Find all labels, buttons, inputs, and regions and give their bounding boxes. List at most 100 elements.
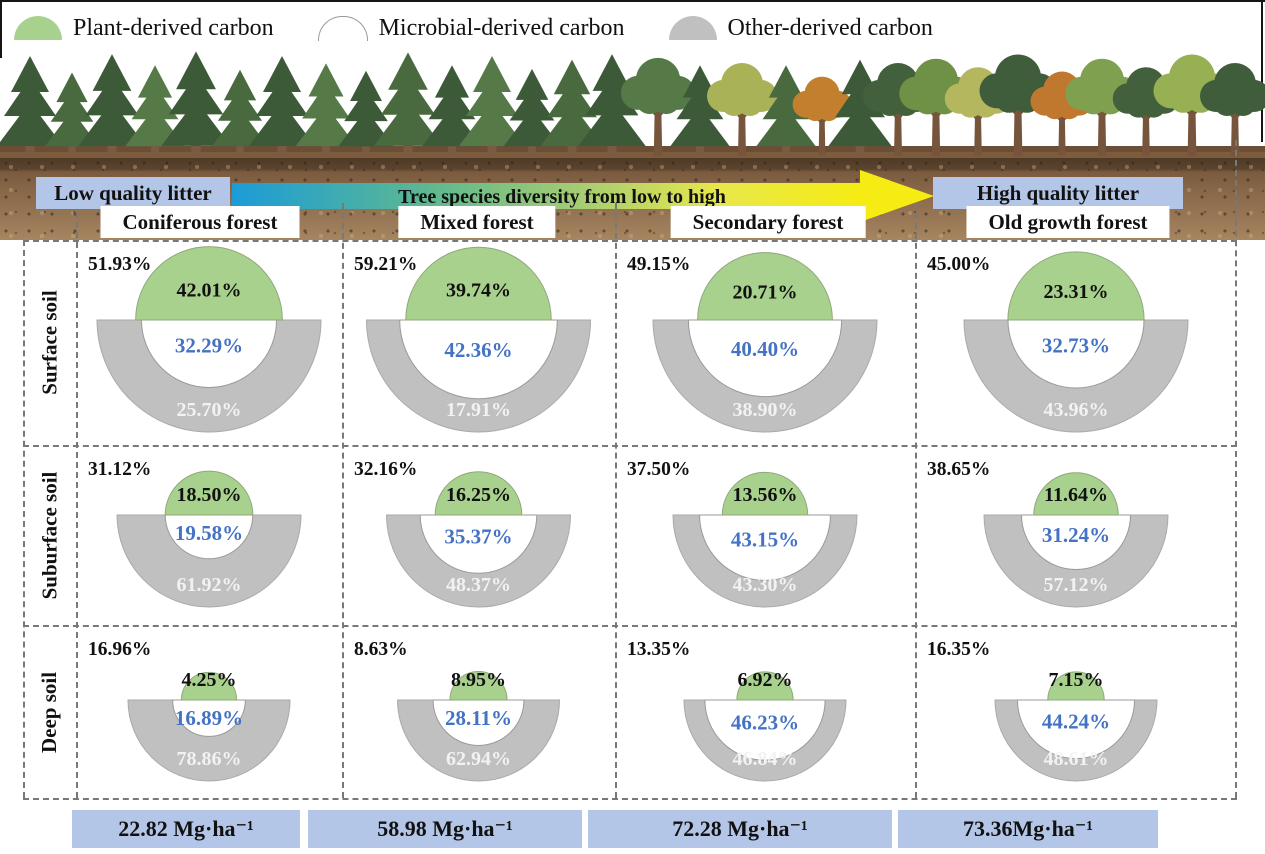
microbial-semicircle <box>1016 699 1136 759</box>
plant-semicircle <box>449 671 508 701</box>
grid-line-col1 <box>342 203 344 798</box>
plant-semicircle <box>405 246 552 321</box>
other-share-label: 46.84% <box>733 748 798 770</box>
column-total-old-growth: 73.36Mg·ha⁻¹ <box>898 810 1158 848</box>
microbial-semicircle <box>172 699 246 737</box>
grid-line-col3 <box>915 203 917 798</box>
grid-line-left <box>23 240 25 798</box>
microbial-share-label: 42.36% <box>444 338 512 362</box>
figure-right-border <box>1261 0 1263 142</box>
plant-share-label: 6.92% <box>738 669 793 691</box>
plant-semicircle <box>180 671 238 701</box>
legend-label: Microbial-derived carbon <box>378 14 625 41</box>
soc-share-label: 16.96% <box>88 639 151 660</box>
plant-share-label: 7.15% <box>1049 669 1104 691</box>
legend-item-plant: Plant-derived carbon <box>14 15 274 42</box>
microbial-share-label: 28.11% <box>445 706 512 730</box>
microbial-share-label: 46.23% <box>731 710 799 734</box>
soc-share-label: 8.63% <box>354 639 408 660</box>
plant-share-label: 13.56% <box>733 484 798 506</box>
chart-cell-1-2: 37.50% 13.56% 43.15% 43.30% <box>615 445 915 625</box>
grid-line-col2 <box>615 203 617 798</box>
soc-share-label: 49.15% <box>627 254 690 275</box>
row-label-deep-soil: Deep soil <box>25 625 75 800</box>
microbial-semicircle <box>140 319 278 388</box>
chart-cell-2-3: 16.35% 7.15% 44.24% 48.61% <box>915 625 1237 800</box>
row-label-surface-soil: Surface soil <box>25 240 75 445</box>
microbial-share-label: 44.24% <box>1042 710 1110 734</box>
chart-cell-0-2: 49.15% 20.71% 40.40% 38.90% <box>615 240 915 445</box>
high-quality-litter-label: High quality litter <box>933 177 1183 209</box>
chart-cell-1-3: 38.65% 11.64% 31.24% 57.12% <box>915 445 1237 625</box>
soc-share-label: 59.21% <box>354 254 417 275</box>
microbial-semicircle <box>164 514 254 560</box>
plant-share-label: 16.25% <box>446 484 511 506</box>
plant-share-label: 18.50% <box>177 484 242 506</box>
high-quality-litter-text: High quality litter <box>976 180 1140 205</box>
chart-cell-0-1: 59.21% 39.74% 42.36% 17.91% <box>342 240 615 445</box>
microbial-share-label: 32.29% <box>175 333 243 357</box>
chart-cell-0-3: 45.00% 23.31% 32.73% 43.96% <box>915 240 1237 445</box>
other-share-label: 61.92% <box>177 574 242 596</box>
microbial-semicircle-icon <box>317 15 368 41</box>
chart-cell-1-0: 31.12% 18.50% 19.58% 61.92% <box>76 445 342 625</box>
microbial-semicircle <box>419 514 538 574</box>
microbial-share-label: 35.37% <box>444 524 512 548</box>
microbial-share-label: 19.58% <box>175 521 243 545</box>
legend-label: Plant-derived carbon <box>73 14 274 41</box>
soc-share-label: 45.00% <box>927 254 990 275</box>
row-label-text: Deep soil <box>37 671 62 754</box>
microbial-share-label: 40.40% <box>731 337 799 361</box>
microbial-share-label: 32.73% <box>1042 334 1110 358</box>
other-share-label: 48.61% <box>1044 748 1109 770</box>
arrow-label: Tree species diversity from low to high <box>398 186 726 208</box>
arrow-head <box>860 170 934 222</box>
microbial-semicircle <box>1007 319 1145 389</box>
soc-share-label: 32.16% <box>354 459 417 480</box>
plant-semicircle-icon <box>14 16 62 40</box>
legend: Plant-derived carbon Microbial-derived c… <box>14 7 933 49</box>
row-label-subsurface-soil: Suburface soil <box>25 445 75 625</box>
chart-cell-1-1: 32.16% 16.25% 35.37% 48.37% <box>342 445 615 625</box>
microbial-semicircle <box>1020 514 1132 571</box>
diversity-gradient-arrow: Tree species diversity from low to high <box>232 170 934 222</box>
other-semicircle-icon <box>668 16 717 40</box>
plant-share-label: 4.25% <box>182 669 237 691</box>
soc-share-label: 51.93% <box>88 254 151 275</box>
grid-line-bottom <box>23 798 1237 800</box>
microbial-semicircle <box>699 514 831 581</box>
other-semicircle <box>116 514 302 608</box>
forest-floor-light <box>0 152 1265 158</box>
low-quality-litter-label: Low quality litter <box>36 177 230 209</box>
column-header-coniferous: Coniferous forest <box>100 206 300 238</box>
soc-share-label: 38.65% <box>927 459 990 480</box>
microbial-semicircle <box>432 699 525 746</box>
other-share-label: 17.91% <box>446 399 511 421</box>
legend-label: Other-derived carbon <box>727 14 933 41</box>
column-total-mixed: 58.98 Mg·ha⁻¹ <box>308 810 582 848</box>
other-share-label: 78.86% <box>177 748 242 770</box>
microbial-share-label: 31.24% <box>1042 523 1110 547</box>
plant-semicircle <box>697 252 833 321</box>
figure-left-border <box>0 0 2 58</box>
row-label-text: Suburface soil <box>37 471 62 599</box>
microbial-semicircle <box>687 319 843 398</box>
low-quality-litter-text: Low quality litter <box>54 180 212 205</box>
other-semicircle <box>127 699 291 782</box>
column-total-coniferous: 22.82 Mg·ha⁻¹ <box>72 810 300 848</box>
plant-semicircle <box>1047 671 1105 701</box>
grid-line-row1 <box>23 445 1237 447</box>
soc-share-label: 37.50% <box>627 459 690 480</box>
row-label-text: Surface soil <box>37 290 62 395</box>
legend-item-other: Other-derived carbon <box>668 14 933 42</box>
plant-semicircle <box>721 471 809 516</box>
soc-share-label: 13.35% <box>627 639 690 660</box>
legend-item-microbial: Microbial-derived carbon <box>317 14 625 42</box>
forest-illustration <box>0 51 1265 158</box>
plant-share-label: 42.01% <box>177 280 242 302</box>
plant-semicircle <box>1007 251 1145 321</box>
microbial-semicircle <box>704 699 826 761</box>
grid-line-row2 <box>23 625 1237 627</box>
column-total-secondary: 72.28 Mg·ha⁻¹ <box>588 810 892 848</box>
